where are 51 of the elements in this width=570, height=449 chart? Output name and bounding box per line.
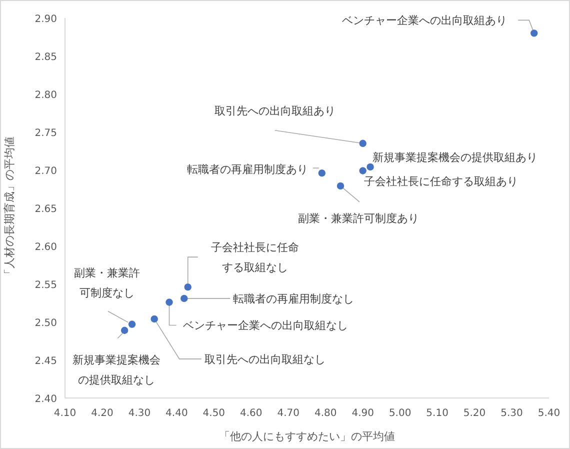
point [318, 169, 326, 177]
y-tick-label: 2.65 [34, 204, 57, 215]
point [359, 140, 366, 147]
x-tick-label: 4.50 [202, 408, 226, 419]
y-tick-label: 2.45 [34, 356, 57, 367]
annotation: ベンチャー企業への出向取組なし [183, 319, 348, 332]
x-tick-label: 4.40 [166, 408, 188, 419]
x-axis-title: 「他の人にもすすめたい」の平均値 [219, 430, 395, 443]
point [150, 315, 158, 323]
y-tick-label: 2.75 [34, 128, 57, 139]
x-tick-label: 4.60 [240, 408, 262, 419]
y-tick-label: 2.70 [34, 166, 57, 177]
x-tick-label: 5.40 [538, 408, 560, 419]
x-tick-label: 4.90 [352, 408, 374, 419]
annotation: 転職者の再雇用制度なし [233, 292, 354, 306]
y-tick-label: 2.50 [34, 318, 57, 329]
point [359, 167, 366, 174]
y-axis-title: 「人材の長期育成」の平均値 [3, 136, 16, 280]
annotation: 副業・兼業許可制度なし [74, 266, 140, 300]
point [336, 182, 344, 190]
point [184, 283, 192, 291]
y-tick-label: 2.60 [34, 242, 57, 253]
x-tick-label: 4.20 [91, 408, 114, 419]
x-tick-label: 4.80 [314, 408, 337, 419]
x-tick-label: 4.30 [128, 408, 151, 419]
point [530, 30, 538, 37]
y-tick-label: 2.85 [34, 52, 57, 63]
y-tick-label: 2.80 [34, 90, 57, 101]
annotation: ベンチャー企業への出向取組あり [342, 14, 508, 28]
annotation: 取引先への出向取組なし [204, 352, 326, 366]
x-tick-label: 4.10 [54, 408, 76, 419]
annotation: 転職者の再雇用制度あり [186, 163, 308, 176]
annotation: 子会社社長に任命する取組あり [364, 174, 518, 188]
y-tick-label: 2.55 [34, 280, 57, 291]
annotation: 新規事業提案機会の提供取組なし [72, 353, 161, 386]
annotation: 子会社社長に任命する取組なし [210, 241, 299, 274]
point [128, 320, 136, 328]
x-tick-label: 5.30 [500, 408, 523, 419]
point [180, 294, 188, 302]
x-tick-label: 5.20 [463, 408, 486, 419]
point [166, 298, 173, 306]
x-tick-label: 5.10 [426, 408, 448, 419]
y-tick-label: 2.40 [34, 394, 57, 405]
y-tick-label: 2.90 [34, 14, 57, 25]
x-tick-label: 5.00 [388, 408, 412, 419]
annotation: 副業・兼業許可制度あり [298, 212, 420, 225]
annotation: 取引先への出向取組あり [214, 104, 336, 118]
annotation: 新規事業提案機会の提供取組あり [372, 150, 538, 164]
point [120, 326, 128, 334]
point [366, 163, 374, 171]
x-tick-label: 4.70 [277, 408, 300, 419]
